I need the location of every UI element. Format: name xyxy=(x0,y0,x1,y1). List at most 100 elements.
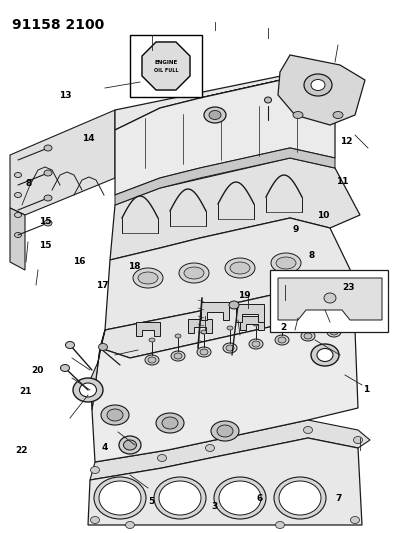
Ellipse shape xyxy=(138,272,158,284)
Ellipse shape xyxy=(211,421,239,441)
Ellipse shape xyxy=(145,355,159,365)
Text: 13: 13 xyxy=(59,92,71,100)
Ellipse shape xyxy=(174,353,182,359)
Text: 1: 1 xyxy=(363,385,370,393)
Bar xyxy=(130,35,202,97)
Ellipse shape xyxy=(15,213,22,217)
Ellipse shape xyxy=(201,330,207,334)
Ellipse shape xyxy=(311,79,325,91)
Text: 17: 17 xyxy=(96,281,109,289)
Ellipse shape xyxy=(275,295,284,302)
Ellipse shape xyxy=(65,342,74,349)
Polygon shape xyxy=(110,158,360,260)
Ellipse shape xyxy=(15,173,22,177)
Polygon shape xyxy=(88,438,362,525)
Ellipse shape xyxy=(209,110,221,119)
Polygon shape xyxy=(115,68,350,130)
Polygon shape xyxy=(236,304,264,322)
Text: 14: 14 xyxy=(82,134,95,143)
Ellipse shape xyxy=(107,409,123,421)
Ellipse shape xyxy=(149,338,155,342)
Ellipse shape xyxy=(279,318,285,322)
Ellipse shape xyxy=(94,477,146,519)
Ellipse shape xyxy=(156,413,184,433)
Polygon shape xyxy=(90,330,105,410)
Ellipse shape xyxy=(333,111,343,118)
Text: OIL FULL: OIL FULL xyxy=(154,68,178,72)
Ellipse shape xyxy=(204,107,226,123)
Ellipse shape xyxy=(253,322,259,326)
Ellipse shape xyxy=(44,145,52,151)
Text: 11: 11 xyxy=(336,177,349,185)
Ellipse shape xyxy=(101,405,129,425)
Ellipse shape xyxy=(223,343,237,353)
Ellipse shape xyxy=(301,331,315,341)
Polygon shape xyxy=(278,55,365,125)
Ellipse shape xyxy=(264,97,271,103)
Ellipse shape xyxy=(276,257,296,269)
Polygon shape xyxy=(10,208,25,270)
Polygon shape xyxy=(142,42,190,90)
Ellipse shape xyxy=(274,477,326,519)
Ellipse shape xyxy=(126,521,134,529)
Ellipse shape xyxy=(214,477,266,519)
Ellipse shape xyxy=(278,337,286,343)
Ellipse shape xyxy=(317,349,333,361)
Ellipse shape xyxy=(91,516,100,523)
Ellipse shape xyxy=(159,481,201,515)
Ellipse shape xyxy=(304,333,312,339)
Polygon shape xyxy=(292,313,316,327)
Ellipse shape xyxy=(123,440,136,450)
Text: 5: 5 xyxy=(149,497,155,505)
Ellipse shape xyxy=(44,195,52,201)
Ellipse shape xyxy=(171,351,185,361)
Text: 12: 12 xyxy=(340,137,353,146)
Ellipse shape xyxy=(73,378,103,402)
Ellipse shape xyxy=(252,341,260,347)
Text: 91158 2100: 91158 2100 xyxy=(12,18,104,32)
Ellipse shape xyxy=(304,74,332,96)
Polygon shape xyxy=(115,78,335,195)
Ellipse shape xyxy=(324,293,336,303)
Ellipse shape xyxy=(179,263,209,283)
Ellipse shape xyxy=(226,345,234,351)
Text: 19: 19 xyxy=(238,292,251,300)
Ellipse shape xyxy=(279,481,321,515)
Polygon shape xyxy=(271,306,299,324)
Polygon shape xyxy=(100,292,360,358)
Ellipse shape xyxy=(148,357,156,363)
Polygon shape xyxy=(90,420,370,480)
Ellipse shape xyxy=(158,455,167,462)
Ellipse shape xyxy=(119,436,141,454)
Ellipse shape xyxy=(303,426,312,433)
Ellipse shape xyxy=(80,383,97,397)
Text: 3: 3 xyxy=(212,502,218,511)
Ellipse shape xyxy=(305,314,311,318)
Ellipse shape xyxy=(271,253,301,273)
Polygon shape xyxy=(115,148,335,205)
Ellipse shape xyxy=(175,334,181,338)
Ellipse shape xyxy=(275,335,289,345)
Ellipse shape xyxy=(15,192,22,198)
Ellipse shape xyxy=(293,111,303,118)
Ellipse shape xyxy=(162,417,178,429)
Text: ENGINE: ENGINE xyxy=(154,60,178,64)
Text: 15: 15 xyxy=(39,241,52,249)
Text: 8: 8 xyxy=(25,180,32,188)
Text: 8: 8 xyxy=(308,252,314,260)
Ellipse shape xyxy=(15,232,22,238)
Text: 18: 18 xyxy=(128,262,140,271)
Ellipse shape xyxy=(133,268,163,288)
Bar xyxy=(270,270,388,332)
Ellipse shape xyxy=(44,170,52,176)
Polygon shape xyxy=(105,218,360,330)
Polygon shape xyxy=(92,318,358,462)
Polygon shape xyxy=(10,110,115,215)
Text: 2: 2 xyxy=(281,324,287,332)
Polygon shape xyxy=(200,68,350,98)
Text: 16: 16 xyxy=(72,257,85,265)
Ellipse shape xyxy=(197,347,211,357)
Ellipse shape xyxy=(249,339,263,349)
Text: 9: 9 xyxy=(292,225,299,233)
Ellipse shape xyxy=(275,521,284,529)
